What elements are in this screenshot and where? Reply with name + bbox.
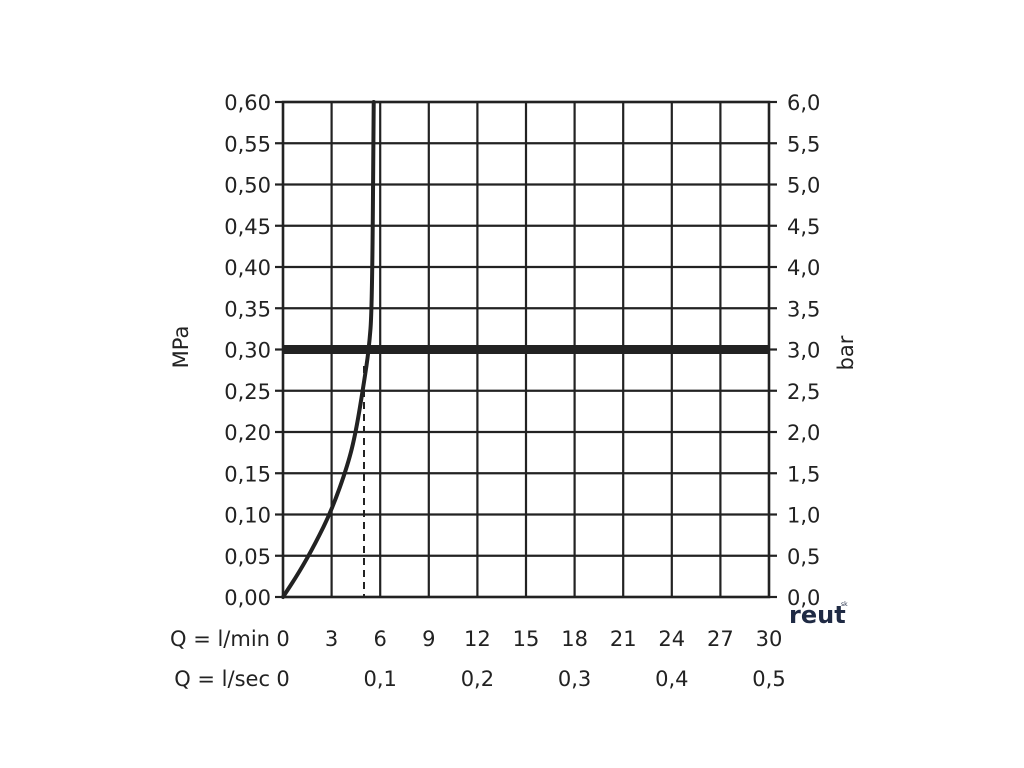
y-axis-title-left: MPa <box>169 326 193 369</box>
y-tick-label-left: 0,45 <box>224 215 271 239</box>
y-tick-label-left: 0,35 <box>224 297 271 321</box>
x-tick-label: 0,4 <box>655 667 688 691</box>
y-tick-label-left: 0,40 <box>224 256 271 280</box>
x-tick-label: 9 <box>422 627 435 651</box>
x-tick-label: 0,2 <box>461 667 494 691</box>
y-tick-label-left: 0,50 <box>224 174 271 198</box>
y-tick-label-left: 0,20 <box>224 421 271 445</box>
brand-logo: reut sk <box>789 601 848 629</box>
series <box>281 100 769 599</box>
x-tick-label: 0 <box>276 667 289 691</box>
x-axis-label-lmin: Q = l/min <box>170 627 270 651</box>
y-tick-label-left: 0,05 <box>224 545 271 569</box>
logo-sup: sk <box>841 601 848 608</box>
x-tick-label: 3 <box>325 627 338 651</box>
x-tick-label: 24 <box>658 627 685 651</box>
y-tick-label-left: 0,15 <box>224 462 271 486</box>
y-tick-label-right: 2,5 <box>787 380 820 404</box>
y-tick-label-right: 1,0 <box>787 504 820 528</box>
y-tick-label-left: 0,25 <box>224 380 271 404</box>
y-tick-label-right: 4,5 <box>787 215 820 239</box>
y-tick-label-right: 6,0 <box>787 91 820 115</box>
x-tick-label: 12 <box>464 627 491 651</box>
y-tick-label-left: 0,00 <box>224 586 271 610</box>
x-tick-label: 18 <box>561 627 588 651</box>
x-tick-label: 0,3 <box>558 667 591 691</box>
y-tick-label-right: 0,0 <box>787 586 820 610</box>
x-tick-label: 21 <box>610 627 637 651</box>
y-axis-title-right: bar <box>834 335 858 370</box>
x-tick-label: 15 <box>513 627 540 651</box>
y-tick-label-right: 1,5 <box>787 462 820 486</box>
y-tick-label-right: 3,5 <box>787 297 820 321</box>
y-tick-label-left: 0,10 <box>224 504 271 528</box>
y-tick-label-left: 0,60 <box>224 91 271 115</box>
y-tick-label-right: 0,5 <box>787 545 820 569</box>
x-axis-label-lsec: Q = l/sec <box>174 667 270 691</box>
y-tick-label-right: 2,0 <box>787 421 820 445</box>
tick-labels: 0,00 0,00,05 0,50,10 1,00,15 1,50,20 2,00,25 2… <box>224 91 820 691</box>
logo-text: reut <box>789 601 846 629</box>
series-line <box>281 100 376 599</box>
x-tick-label: 0 <box>276 627 289 651</box>
y-tick-label-right: 4,0 <box>787 256 820 280</box>
x-tick-label: 0,5 <box>752 667 785 691</box>
x-tick-label: 6 <box>374 627 387 651</box>
y-tick-label-right: 5,5 <box>787 132 820 156</box>
y-tick-label-right: 5,0 <box>787 174 820 198</box>
y-tick-label-left: 0,30 <box>224 339 271 363</box>
x-tick-label: 30 <box>756 627 783 651</box>
y-tick-label-right: 3,0 <box>787 339 820 363</box>
x-tick-label: 27 <box>707 627 734 651</box>
x-tick-label: 0,1 <box>363 667 396 691</box>
y-tick-label-left: 0,55 <box>224 132 271 156</box>
